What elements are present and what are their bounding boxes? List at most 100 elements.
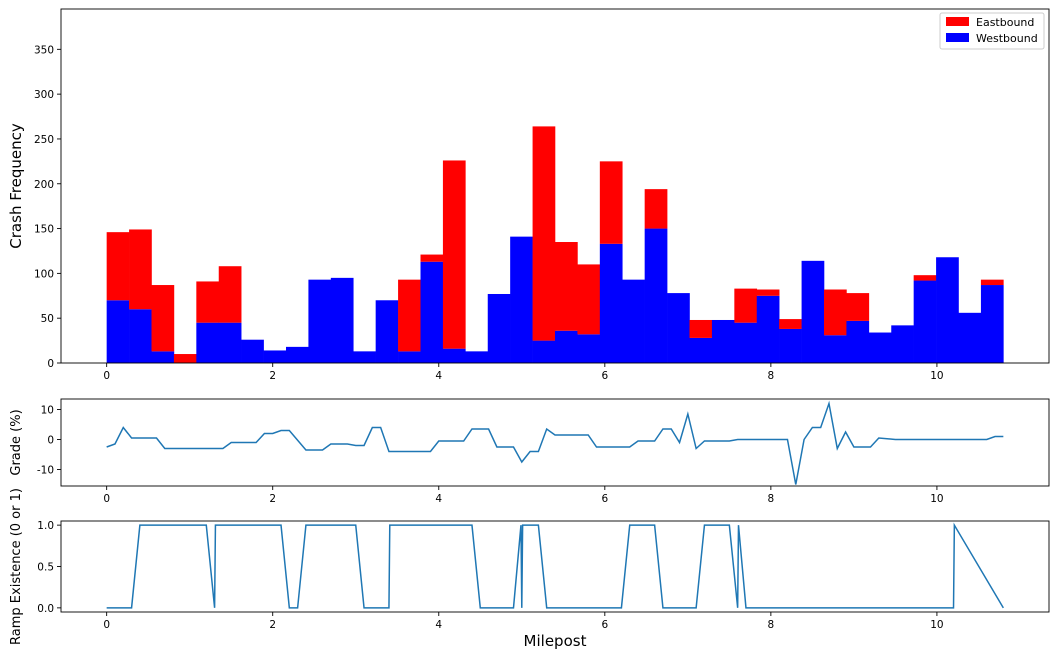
bar-westbound bbox=[442, 348, 466, 363]
bar-westbound bbox=[330, 277, 354, 363]
bar-eastbound bbox=[555, 242, 578, 331]
bar-westbound bbox=[106, 300, 130, 363]
bar-westbound bbox=[129, 309, 152, 363]
bar-westbound bbox=[868, 332, 892, 363]
y-tick-label: 200 bbox=[34, 179, 54, 191]
bar-eastbound bbox=[756, 289, 780, 296]
bar-westbound bbox=[846, 320, 870, 363]
legend-label-eastbound: Eastbound bbox=[976, 16, 1034, 29]
y-tick-label: 350 bbox=[34, 44, 54, 56]
bar-eastbound bbox=[824, 289, 847, 336]
bar-westbound bbox=[622, 279, 645, 363]
x-tick-label: 4 bbox=[435, 493, 442, 505]
y-tick-label: 0 bbox=[47, 435, 54, 447]
bar-westbound bbox=[756, 295, 780, 363]
x-tick-label: 6 bbox=[601, 493, 608, 505]
bar-westbound bbox=[420, 261, 444, 363]
bar-eastbound bbox=[442, 160, 466, 349]
legend-swatch-eastbound bbox=[946, 17, 969, 26]
bar-westbound bbox=[353, 351, 376, 363]
y-tick-label: 0.0 bbox=[37, 603, 54, 615]
bar-eastbound bbox=[689, 319, 713, 338]
x-tick-label: 6 bbox=[601, 370, 608, 382]
bar-eastbound bbox=[532, 126, 556, 341]
ramp-existence-ylabel: Ramp Existence (0 or 1) bbox=[9, 488, 24, 645]
y-tick-label: 0 bbox=[47, 358, 54, 370]
bar-eastbound bbox=[196, 281, 220, 323]
bar-eastbound bbox=[980, 279, 1004, 286]
axes-frame bbox=[60, 8, 1050, 364]
bar-eastbound bbox=[129, 229, 152, 310]
y-tick-label: 0.5 bbox=[37, 562, 54, 574]
x-tick-label: 2 bbox=[269, 619, 276, 631]
x-tick-label: 8 bbox=[768, 493, 775, 505]
y-tick-label: -10 bbox=[37, 465, 54, 477]
bar-westbound bbox=[241, 339, 264, 363]
bar-eastbound bbox=[779, 319, 802, 329]
bar-westbound bbox=[891, 325, 914, 363]
bar-eastbound bbox=[734, 288, 758, 323]
ramp-existence-panel: 0 2 4 6 8 10 0.0 0.5 1.0 Ramp Existence (0 or 1)… bbox=[9, 488, 1050, 650]
y-tick-label: 100 bbox=[34, 268, 54, 280]
x-tick-label: 0 bbox=[103, 370, 110, 382]
crash-bars bbox=[106, 126, 1004, 363]
bar-eastbound bbox=[106, 232, 130, 301]
x-tick-label: 0 bbox=[103, 493, 110, 505]
legend: Eastbound Westbound bbox=[939, 12, 1045, 50]
x-tick-label: 10 bbox=[930, 493, 943, 505]
x-tick-label: 8 bbox=[768, 370, 775, 382]
bar-westbound bbox=[487, 293, 511, 363]
x-tick-label: 2 bbox=[269, 370, 276, 382]
y-tick-label: 10 bbox=[41, 405, 54, 417]
bar-westbound bbox=[689, 337, 713, 363]
bar-eastbound bbox=[173, 354, 197, 363]
bar-eastbound bbox=[218, 266, 242, 323]
axes-frame bbox=[60, 398, 1050, 487]
bar-westbound bbox=[936, 257, 959, 363]
bar-westbound bbox=[510, 236, 533, 363]
legend-label-westbound: Westbound bbox=[976, 32, 1038, 45]
grade-panel: 0 2 4 6 8 10 -10 0 10 Grade (%) bbox=[9, 398, 1050, 505]
ramp-series-line bbox=[106, 522, 1004, 609]
grade-ylabel: Grade (%) bbox=[9, 409, 24, 475]
crash-frequency-ylabel: Crash Frequency bbox=[7, 123, 25, 249]
x-tick-label: 2 bbox=[269, 493, 276, 505]
grade-axes: 0 2 4 6 8 10 -10 0 10 bbox=[37, 398, 1050, 505]
bar-westbound bbox=[599, 243, 623, 363]
bar-eastbound bbox=[913, 275, 937, 281]
bar-westbound bbox=[667, 293, 690, 363]
x-tick-label: 4 bbox=[435, 370, 442, 382]
bar-westbound bbox=[151, 351, 175, 363]
bar-westbound bbox=[196, 322, 220, 363]
bar-westbound bbox=[801, 260, 825, 363]
bar-westbound bbox=[577, 334, 601, 363]
bar-westbound bbox=[711, 319, 735, 363]
bar-westbound bbox=[824, 335, 847, 363]
bar-eastbound bbox=[420, 254, 444, 262]
x-tick-label: 10 bbox=[930, 619, 943, 631]
bar-eastbound bbox=[846, 293, 870, 321]
bar-eastbound bbox=[577, 264, 601, 335]
y-tick-label: 150 bbox=[34, 224, 54, 236]
bar-westbound bbox=[644, 228, 668, 363]
y-tick-label: 250 bbox=[34, 134, 54, 146]
x-tick-label: 6 bbox=[601, 619, 608, 631]
bar-westbound bbox=[958, 312, 982, 363]
y-tick-label: 50 bbox=[41, 313, 54, 325]
bar-westbound bbox=[980, 285, 1004, 363]
x-tick-label: 4 bbox=[435, 619, 442, 631]
milepost-xlabel: Milepost bbox=[524, 632, 587, 650]
bar-westbound bbox=[285, 346, 309, 363]
bar-westbound bbox=[263, 350, 287, 363]
x-tick-label: 8 bbox=[768, 619, 775, 631]
bar-westbound bbox=[555, 330, 578, 363]
bar-eastbound bbox=[398, 279, 421, 352]
x-tick-label: 0 bbox=[103, 619, 110, 631]
bar-eastbound bbox=[151, 285, 175, 352]
bar-eastbound bbox=[599, 161, 623, 244]
bar-westbound bbox=[218, 322, 242, 363]
bar-westbound bbox=[913, 280, 937, 363]
